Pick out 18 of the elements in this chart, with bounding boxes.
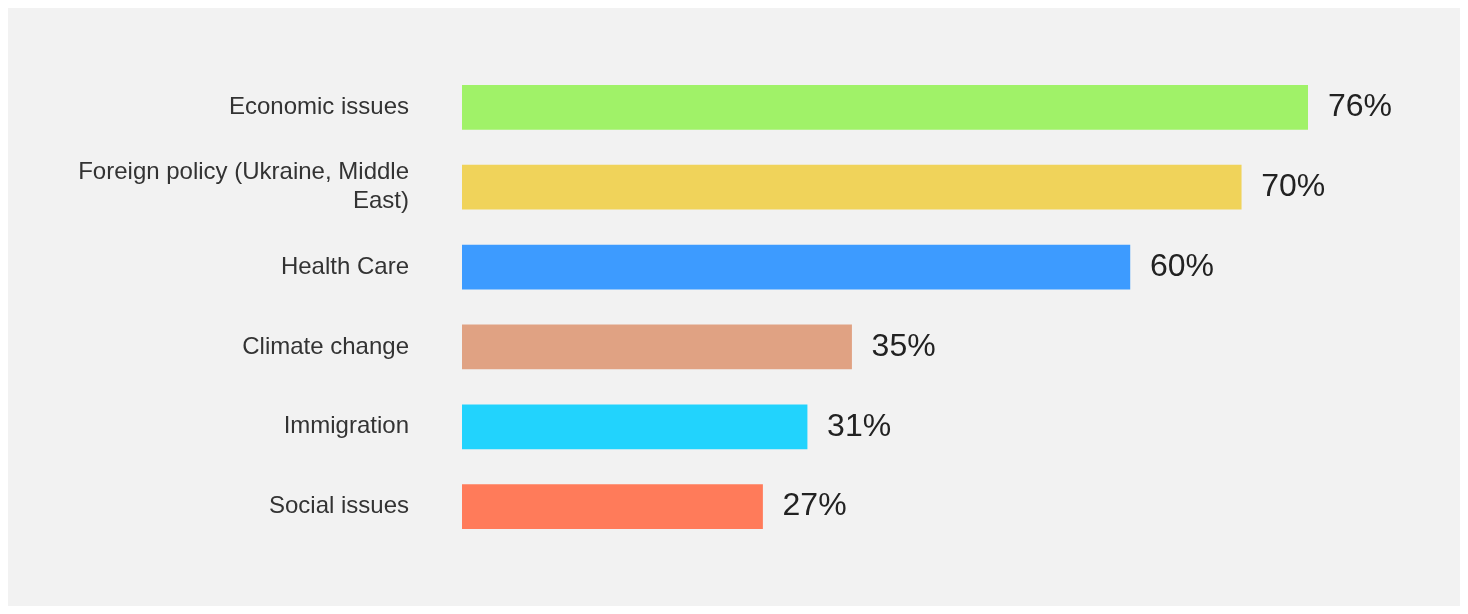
data-label: 70%: [1261, 167, 1326, 204]
y-tick-label: Immigration: [283, 411, 409, 439]
bar: [462, 404, 808, 450]
data-label: 60%: [1149, 246, 1214, 283]
y-tick-label: Climate change: [242, 331, 409, 359]
data-label: 76%: [1328, 87, 1393, 124]
bar: [462, 244, 1131, 290]
bar: [462, 484, 763, 529]
bar: [462, 85, 1308, 130]
y-tick-label: Social issues: [268, 491, 409, 519]
data-label: 31%: [827, 406, 892, 443]
y-tick-label: Foreign policy (Ukraine, Middle East): [78, 157, 409, 214]
y-tick-label: Economic issues: [228, 91, 409, 119]
bar: [462, 324, 852, 370]
data-label: 27%: [782, 486, 847, 523]
data-label: 35%: [871, 326, 936, 363]
y-tick-label: Health Care: [280, 251, 409, 279]
bar: [462, 164, 1242, 210]
